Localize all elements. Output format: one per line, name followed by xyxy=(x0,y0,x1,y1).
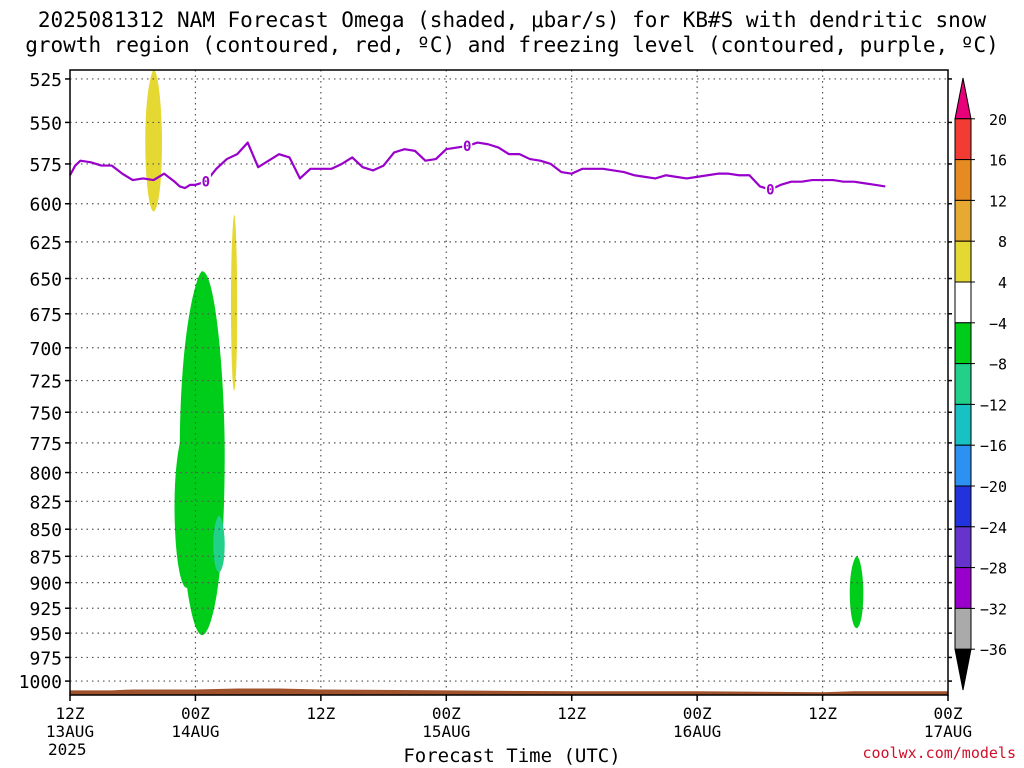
y-tick-label: 975 xyxy=(29,648,62,669)
colorbar-cap-bottom xyxy=(954,648,972,691)
y-tick-label: 850 xyxy=(29,520,62,541)
y-tick-label: 800 xyxy=(29,464,62,485)
x-tick-label: 12Z xyxy=(306,704,335,723)
freezing-level-label: 0 xyxy=(766,183,774,199)
freezing-level-label: 0 xyxy=(463,139,471,155)
colorbar-tick-label: 8 xyxy=(998,233,1007,251)
x-tick-label: 13AUG xyxy=(46,722,94,741)
y-tick-label: 1000 xyxy=(19,672,62,693)
grid-layer xyxy=(70,70,948,695)
colorbar-tick-label: 20 xyxy=(989,111,1007,129)
y-tick-label: 925 xyxy=(29,599,62,620)
colorbar-band xyxy=(954,403,972,446)
y-tick-label: 600 xyxy=(29,195,62,216)
freezing-level-label-bg xyxy=(462,137,473,153)
colorbar-band xyxy=(954,485,972,528)
y-tick-label: 650 xyxy=(29,270,62,291)
axes-layer: 525 550 575 600 625 650 675 700 725 750 775 800 825 8… xyxy=(19,69,972,759)
y-tick-label: 675 xyxy=(29,305,62,326)
colorbar-band xyxy=(954,322,972,365)
x-tick-label: 14AUG xyxy=(171,722,219,741)
colorbar-band xyxy=(954,567,972,609)
x-tick-label: 00Z xyxy=(934,704,963,723)
colorbar-tick-label: −4 xyxy=(989,315,1007,333)
freezing-level-label: 0 xyxy=(202,175,210,191)
chart-title-line-2: growth region (contoured, red, ºC) and f… xyxy=(25,33,999,57)
y-tick-label: 775 xyxy=(29,434,62,455)
x-axis-label: Forecast Time (UTC) xyxy=(403,745,621,767)
colorbar-tick-label: −16 xyxy=(980,437,1007,455)
colorbar-band xyxy=(954,607,972,650)
colorbar-tick-label: 4 xyxy=(998,274,1007,292)
y-tick-label: 750 xyxy=(29,403,62,424)
y-tick-label: 900 xyxy=(29,574,62,595)
colorbar-tick-label: 12 xyxy=(989,192,1007,210)
colorbar-tick-label: −24 xyxy=(980,519,1007,537)
y-tick-label: 525 xyxy=(29,70,62,91)
x-tick-label: 12Z xyxy=(557,704,586,723)
credit-text: coolwx.com/models xyxy=(862,744,1016,762)
colorbar-cap-top xyxy=(954,77,972,120)
chart-title-line-1: 2025081312 NAM Forecast Omega (shaded, μ… xyxy=(37,8,987,32)
x-tick-label: 2025 xyxy=(48,740,87,759)
colorbar-band xyxy=(954,159,972,201)
y-tick-label: 950 xyxy=(29,624,62,645)
rising-motion-late xyxy=(849,556,864,629)
freezing-level-label-bg xyxy=(200,173,211,189)
y-tick-label: 575 xyxy=(29,155,62,176)
x-tick-label: 15AUG xyxy=(422,722,470,741)
x-tick-label: 00Z xyxy=(181,704,210,723)
colorbar-band xyxy=(954,444,972,487)
terrain-area xyxy=(70,688,948,695)
freezing-level-label-bg xyxy=(765,181,776,197)
colorbar-band xyxy=(954,118,972,161)
colorbar-band xyxy=(954,526,972,569)
colorbar-band xyxy=(954,281,972,324)
y-tick-label: 875 xyxy=(29,547,62,568)
omega-shading-layer xyxy=(145,70,864,636)
colorbar-tick-label: −8 xyxy=(989,356,1007,374)
terrain-layer xyxy=(70,688,948,695)
x-tick-label: 00Z xyxy=(432,704,461,723)
colorbar-tick-label: 16 xyxy=(989,152,1007,170)
colorbar-tick-label: −12 xyxy=(980,396,1007,414)
colorbar: 20 16 12 8 4 −4 −8 −12 −16 −20 −24 −28 −32 −36 xyxy=(954,77,1007,691)
freezing-level-layer: 0 0 0 xyxy=(69,137,886,199)
colorbar-tick-label: −20 xyxy=(980,478,1007,496)
colorbar-band xyxy=(954,240,972,283)
sinking-motion-top xyxy=(145,70,162,212)
plot-frame xyxy=(69,69,949,696)
x-tick-label: 16AUG xyxy=(673,722,721,741)
y-tick-label: 825 xyxy=(29,492,62,513)
x-tick-label: 12Z xyxy=(56,704,85,723)
x-tick-label: 12Z xyxy=(808,704,837,723)
rising-motion-core xyxy=(213,515,225,573)
freezing-level-line xyxy=(69,141,886,191)
colorbar-band xyxy=(954,199,972,242)
y-tick-label: 725 xyxy=(29,372,62,393)
colorbar-tick-label: −28 xyxy=(980,560,1007,578)
y-tick-label: 550 xyxy=(29,113,62,134)
x-tick-label: 00Z xyxy=(683,704,712,723)
x-tick-label: 17AUG xyxy=(924,722,972,741)
y-tick-label: 625 xyxy=(29,233,62,254)
colorbar-band xyxy=(954,363,972,405)
y-tick-label: 700 xyxy=(29,339,62,360)
rising-motion-band-b xyxy=(174,424,199,588)
colorbar-tick-label: −32 xyxy=(980,600,1007,618)
sinking-motion-mid xyxy=(230,214,238,391)
colorbar-tick-label: −36 xyxy=(980,641,1007,659)
